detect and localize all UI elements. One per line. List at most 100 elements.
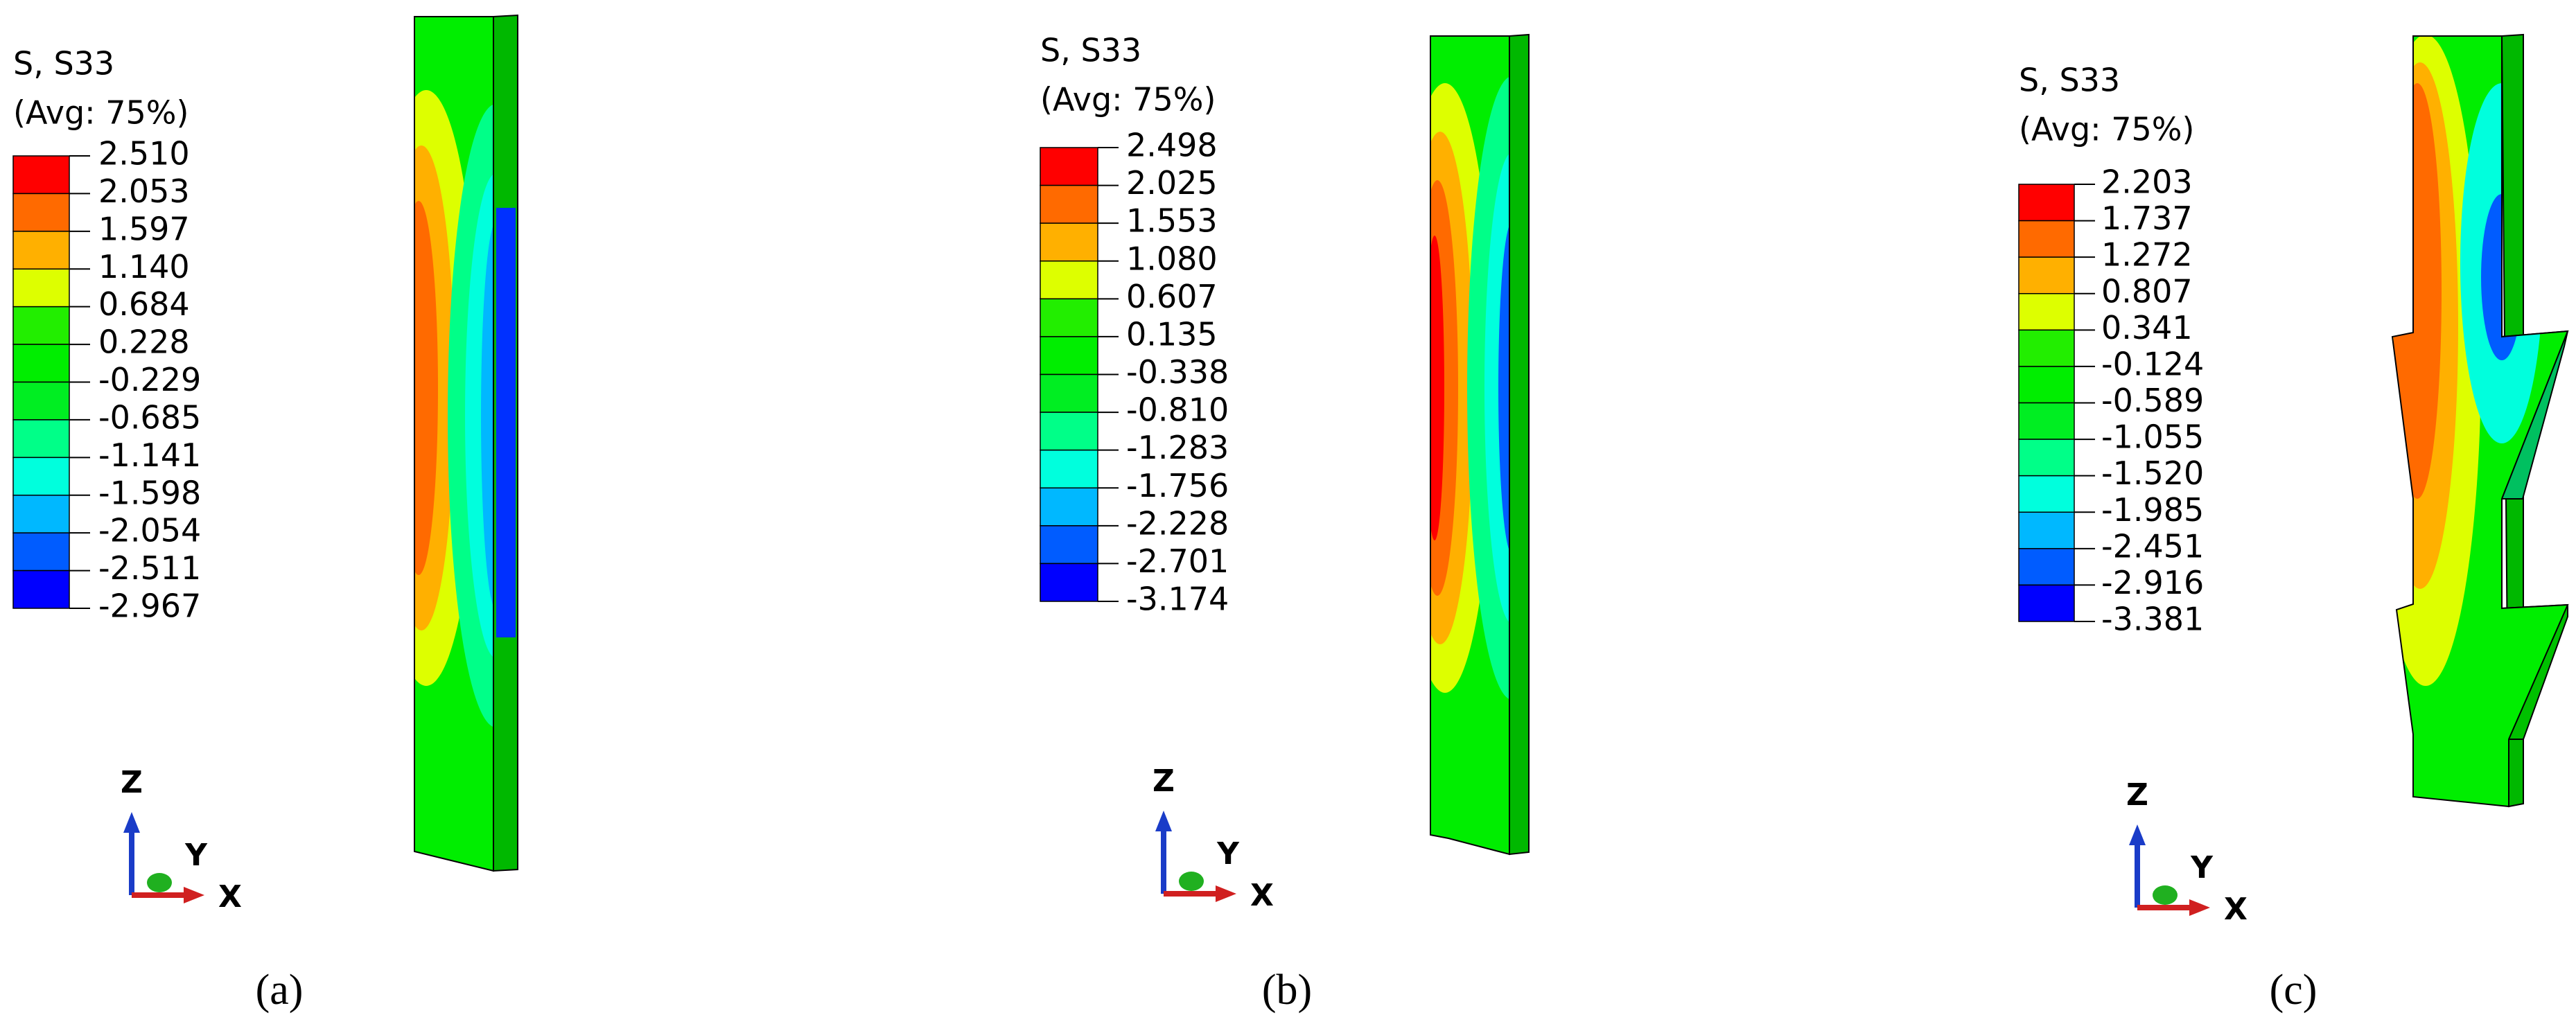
legend-band	[1040, 563, 1098, 602]
triad-z-head	[2129, 824, 2146, 845]
legend-band	[2018, 475, 2075, 513]
triad-z-label: Z	[2126, 777, 2148, 813]
legend-band	[12, 344, 70, 383]
legend-band	[1040, 184, 1098, 224]
legend-value: -3.174	[1126, 581, 1229, 618]
legend-value: -0.589	[2101, 382, 2204, 419]
legend-band	[2018, 402, 2075, 440]
legend-band	[1040, 412, 1098, 451]
legend-value: -0.338	[1126, 353, 1229, 391]
legend-value: -1.756	[1126, 467, 1229, 504]
legend-value: 1.597	[98, 210, 190, 247]
legend-value: -1.283	[1126, 429, 1229, 466]
legend-value: 0.807	[2101, 272, 2193, 310]
legend-band	[12, 268, 70, 308]
legend-value: 2.053	[98, 173, 190, 210]
legend-band	[2018, 548, 2075, 586]
legend-value: -1.141	[98, 436, 201, 474]
legend-value: 0.135	[1126, 315, 1218, 353]
legend-value: 1.737	[2101, 200, 2193, 237]
beam-b	[1430, 33, 1530, 856]
triad-x-label: X	[2224, 892, 2248, 927]
legend-value: 2.203	[2101, 164, 2193, 201]
legend-band	[12, 381, 70, 421]
legend-value: 0.341	[2101, 309, 2193, 346]
legend-value: 2.510	[98, 135, 190, 173]
legend-value: -3.381	[2101, 601, 2204, 638]
legend-band	[12, 532, 70, 572]
triad-x-head	[184, 887, 204, 903]
triad-z-label: Z	[121, 765, 143, 800]
legend-value: -1.985	[2101, 491, 2204, 529]
legend-band	[1040, 373, 1098, 413]
legend-value: -1.520	[2101, 454, 2204, 492]
legend-band	[12, 306, 70, 345]
triad-y-label: Y	[184, 838, 208, 873]
triad-x-label: X	[218, 879, 242, 915]
triad-y-axis	[147, 873, 172, 892]
beam-a	[414, 14, 518, 872]
legend-title: S, S33	[2019, 62, 2120, 99]
legend-title: S, S33	[1040, 32, 1141, 69]
triad-y-axis	[2153, 885, 2178, 905]
legend-title: (Avg: 75%)	[13, 94, 189, 132]
triad-x-head	[1216, 885, 1236, 902]
legend-value: -2.451	[2101, 527, 2204, 565]
triad-y-label: Y	[2190, 850, 2214, 885]
legend-band	[1040, 147, 1098, 186]
legend-band	[12, 155, 70, 195]
triad-y-axis	[1179, 872, 1204, 891]
legend-title: (Avg: 75%)	[1040, 81, 1216, 118]
legend-band	[2018, 329, 2075, 367]
panel-caption: (b)	[1262, 966, 1312, 1014]
legend-band	[1040, 449, 1098, 489]
legend-value: 2.025	[1126, 164, 1218, 202]
legend-band	[1040, 261, 1098, 300]
panel-caption: (a)	[256, 966, 304, 1014]
legend-value: -0.810	[1126, 391, 1229, 429]
legend-value: -0.685	[98, 398, 201, 436]
triad-y-label: Y	[1216, 836, 1240, 872]
triad-x-head	[2189, 899, 2210, 916]
legend-band	[1040, 525, 1098, 565]
legend-value: 1.140	[98, 248, 190, 285]
legend-value: -1.598	[98, 474, 201, 511]
legend-value: 1.553	[1126, 202, 1218, 240]
legend-band	[2018, 184, 2075, 222]
legend-band	[2018, 584, 2075, 622]
legend-title: S, S33	[13, 45, 114, 82]
legend-value: -2.701	[1126, 542, 1229, 580]
legend-band	[12, 457, 70, 496]
legend-band	[1040, 298, 1098, 337]
beam-c	[2391, 33, 2569, 808]
legend-band	[2018, 366, 2075, 404]
triad-z-head	[123, 812, 140, 833]
legend-band	[2018, 220, 2075, 258]
legend-value: -2.228	[1126, 504, 1229, 542]
legend-band	[2018, 439, 2075, 477]
legend-value: 0.684	[98, 285, 190, 323]
legend-value: -0.229	[98, 361, 201, 398]
legend-band	[2018, 293, 2075, 331]
legend-band	[1040, 487, 1098, 527]
panel-caption: (c)	[2270, 966, 2317, 1014]
legend-value: -2.967	[98, 588, 201, 625]
legend-band	[1040, 222, 1098, 262]
legend-value: 0.607	[1126, 278, 1218, 315]
legend-band	[2018, 511, 2075, 549]
legend-band	[12, 419, 70, 459]
legend-band	[12, 193, 70, 232]
legend-band	[12, 495, 70, 533]
legend-value: 1.080	[1126, 240, 1218, 277]
legend-title: (Avg: 75%)	[2019, 111, 2194, 148]
triad-x-label: X	[1250, 878, 1274, 913]
legend-value: -2.511	[98, 549, 201, 587]
legend-value: -1.055	[2101, 418, 2204, 456]
triad-z-head	[1155, 811, 1172, 831]
legend-value: -2.054	[98, 512, 201, 549]
legend-value: 1.272	[2101, 236, 2193, 274]
legend-band	[2018, 256, 2075, 294]
legend-band	[12, 231, 70, 270]
triad-z-label: Z	[1153, 763, 1175, 799]
